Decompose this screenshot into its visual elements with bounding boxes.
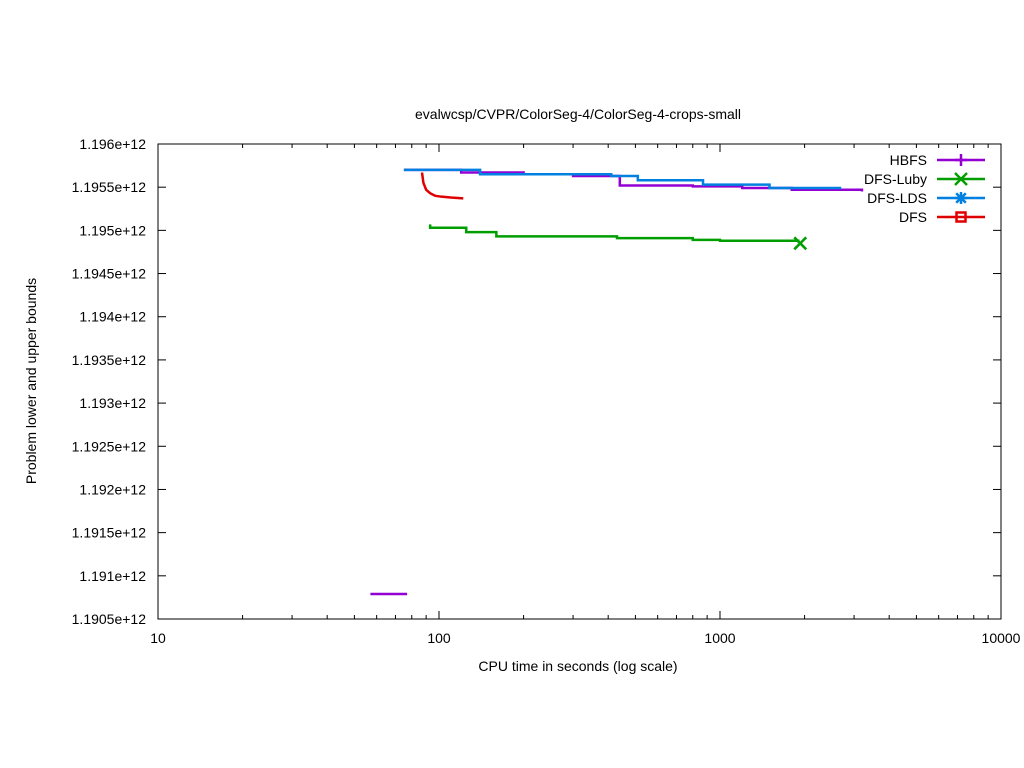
series-line-dfs-luby: [428, 224, 800, 243]
y-axis: 1.1905e+12 1.191e+12 1.1915e+12 1.192e+12 1.…: [72, 136, 1001, 627]
legend-label-hbfs: HBFS: [890, 152, 927, 168]
legend: HBFS DFS-Luby DFS-LDS DFS: [864, 152, 985, 225]
series-line-dfs: [420, 172, 464, 200]
x-tick-label: 10: [150, 630, 166, 646]
legend-marker-dfs-lds: [955, 192, 967, 204]
y-tick-label: 1.196e+12: [79, 136, 146, 152]
legend-label-dfs-luby: DFS-Luby: [864, 171, 927, 187]
legend-marker-dfs-luby: [954, 172, 968, 186]
x-tick-label: 100: [427, 630, 451, 646]
y-tick-label: 1.193e+12: [79, 395, 146, 411]
x-axis-label: CPU time in seconds (log scale): [478, 658, 677, 674]
y-tick-label: 1.1915e+12: [72, 525, 147, 541]
legend-marker-hbfs: [955, 154, 967, 166]
chart-title: evalwcsp/CVPR/ColorSeg-4/ColorSeg-4-crop…: [415, 106, 741, 122]
legend-label-dfs-lds: DFS-LDS: [867, 190, 927, 206]
y-tick-label: 1.192e+12: [79, 481, 146, 497]
plot-frame: [157, 143, 1002, 620]
y-tick-label: 1.1935e+12: [72, 352, 147, 368]
y-tick-label: 1.191e+12: [79, 568, 146, 584]
y-tick-label: 1.194e+12: [79, 309, 146, 325]
y-tick-label: 1.1905e+12: [72, 611, 147, 627]
y-tick-label: 1.1955e+12: [72, 179, 147, 195]
legend-marker-dfs: [955, 211, 967, 223]
y-tick-label: 1.195e+12: [79, 222, 146, 238]
legend-label-dfs: DFS: [899, 209, 927, 225]
x-axis: 10 100 1000 10000: [150, 144, 1021, 646]
x-tick-label: 10000: [982, 630, 1021, 646]
series-marker-dfs-luby: [793, 236, 808, 251]
series-layer: [370, 168, 864, 596]
x-tick-label: 1000: [704, 630, 735, 646]
series-line-dfs-lds: [403, 168, 842, 190]
y-tick-label: 1.1925e+12: [72, 438, 147, 454]
y-tick-label: 1.1945e+12: [72, 266, 147, 282]
y-axis-label: Problem lower and upper bounds: [23, 278, 39, 484]
